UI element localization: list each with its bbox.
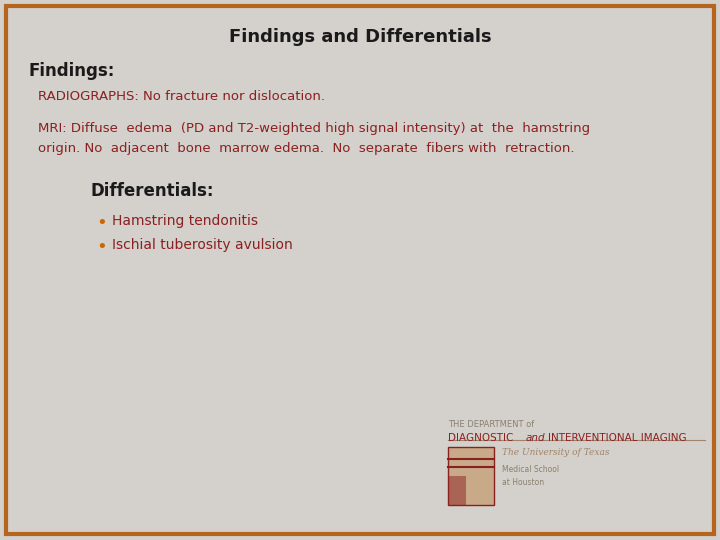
Text: origin. No  adjacent  bone  marrow edema.  No  separate  fibers with  retraction: origin. No adjacent bone marrow edema. N…: [38, 142, 575, 155]
Text: Hamstring tendonitis: Hamstring tendonitis: [112, 214, 258, 228]
Text: The University of Texas: The University of Texas: [502, 448, 610, 457]
Text: •: •: [96, 214, 107, 232]
FancyBboxPatch shape: [448, 447, 494, 505]
Text: •: •: [96, 238, 107, 256]
Text: Differentials:: Differentials:: [90, 182, 214, 200]
Text: Medical School: Medical School: [502, 465, 559, 474]
Text: DIAGNOSTIC: DIAGNOSTIC: [448, 433, 513, 443]
Text: RADIOGRAPHS: No fracture nor dislocation.: RADIOGRAPHS: No fracture nor dislocation…: [38, 90, 325, 103]
Text: Findings:: Findings:: [28, 62, 114, 80]
Text: and: and: [526, 433, 546, 443]
Text: THE DEPARTMENT of: THE DEPARTMENT of: [448, 420, 534, 429]
Text: Ischial tuberosity avulsion: Ischial tuberosity avulsion: [112, 238, 293, 252]
Text: INTERVENTIONAL IMAGING: INTERVENTIONAL IMAGING: [548, 433, 687, 443]
FancyBboxPatch shape: [6, 6, 714, 534]
Text: Findings and Differentials: Findings and Differentials: [229, 28, 491, 46]
FancyBboxPatch shape: [448, 476, 467, 505]
Text: at Houston: at Houston: [502, 478, 544, 487]
Text: MRI: Diffuse  edema  (PD and T2-weighted high signal intensity) at  the  hamstri: MRI: Diffuse edema (PD and T2-weighted h…: [38, 122, 590, 135]
